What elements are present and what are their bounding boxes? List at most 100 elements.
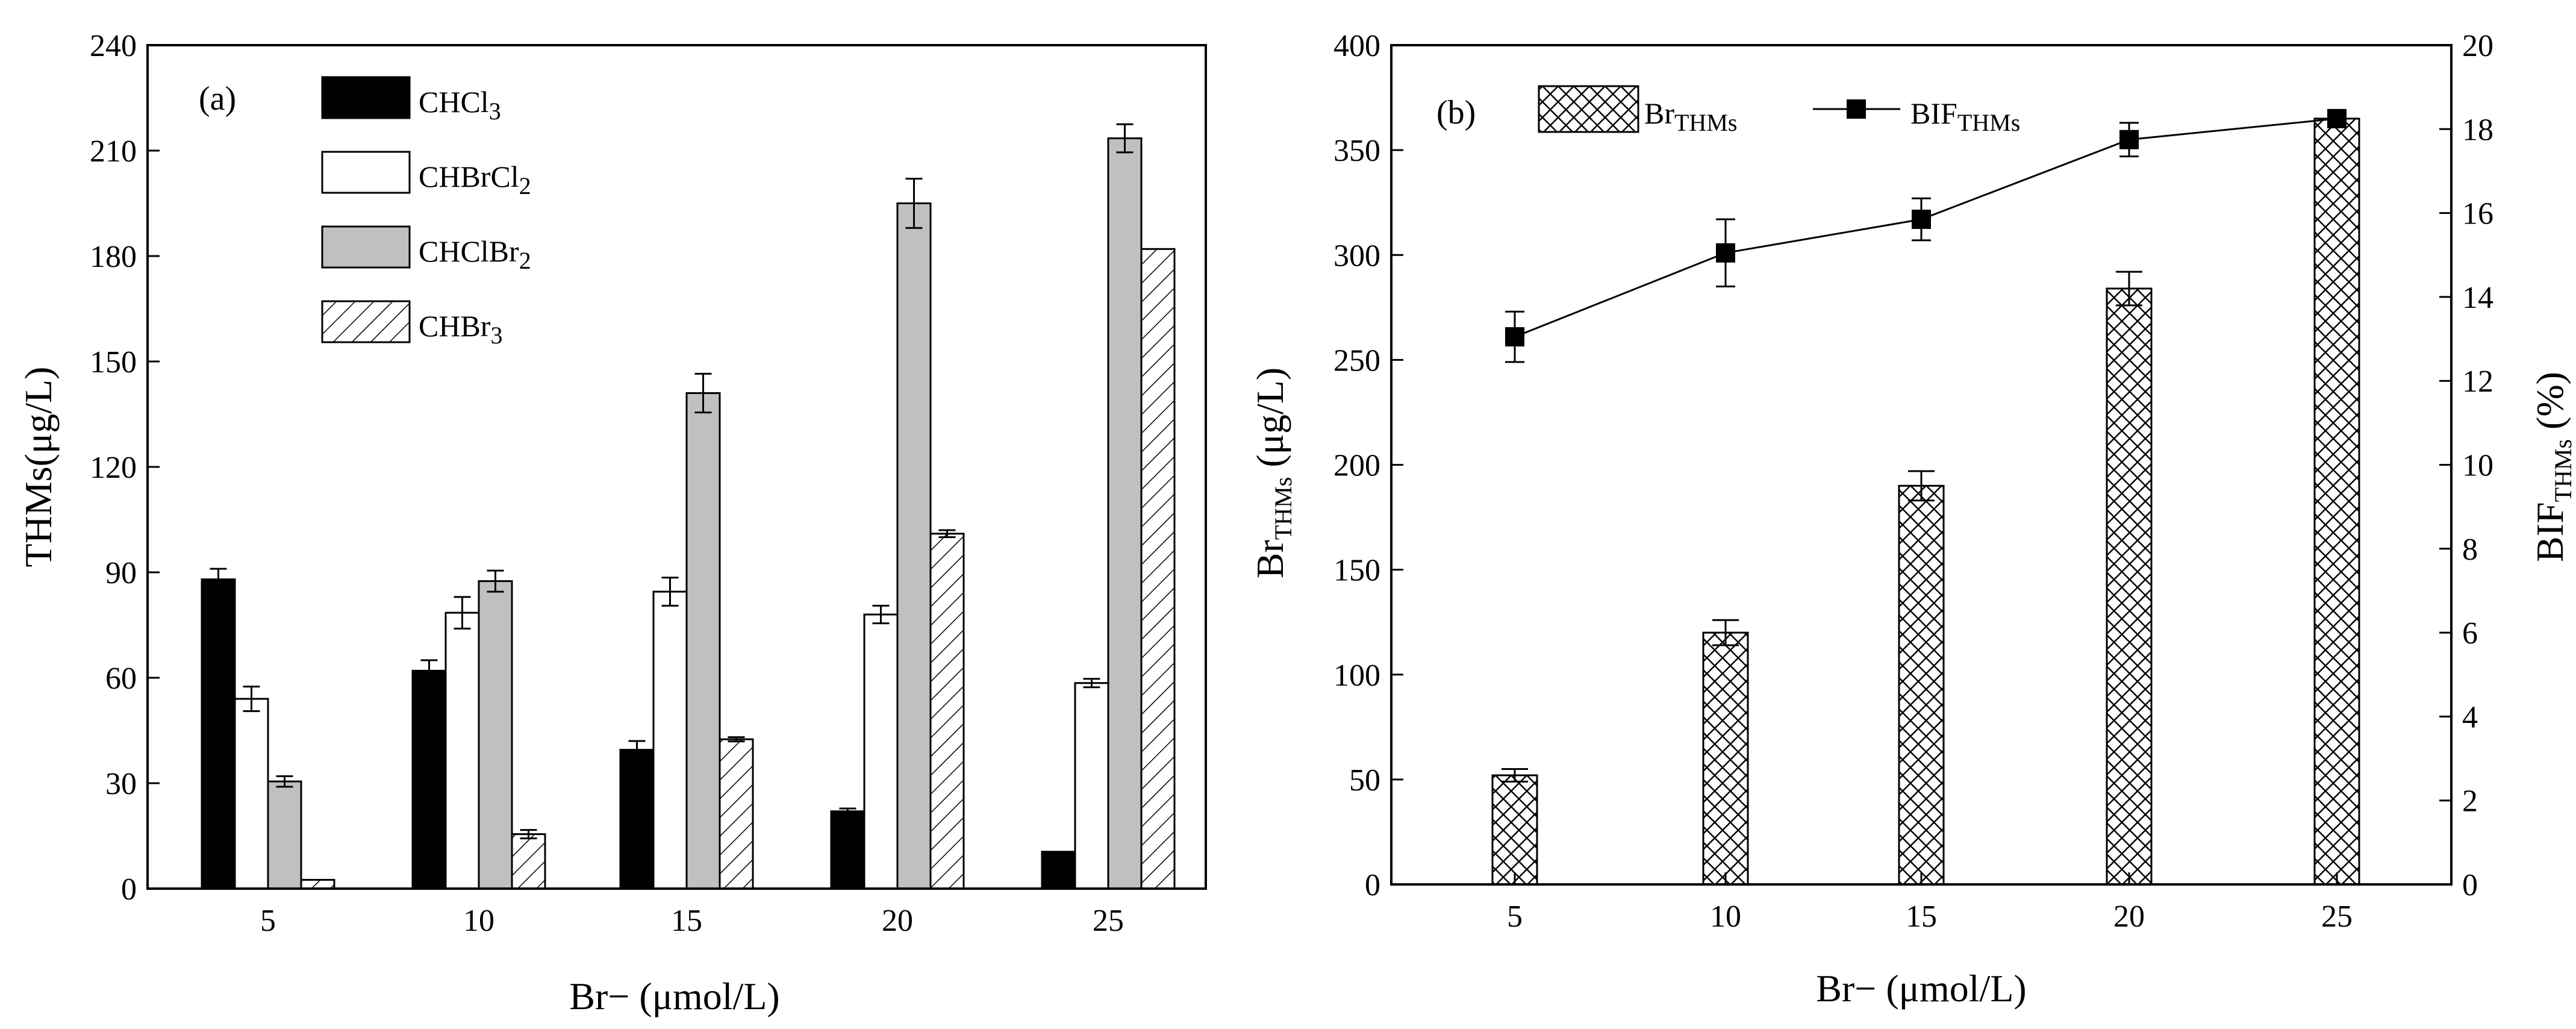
xtick-label-b-4: 25 xyxy=(2321,899,2353,934)
legend-a-label-3: CHBr3 xyxy=(419,309,502,349)
panel-a-label: (a) xyxy=(199,80,236,117)
bar-a-s2-c1 xyxy=(478,580,513,890)
ytick-label-a-0: 0 xyxy=(121,872,137,907)
xtick-label-b-2: 15 xyxy=(1906,899,1937,934)
bar-a-s2-c3 xyxy=(896,202,932,890)
bar-a-s1-c2 xyxy=(652,590,688,890)
ytick-label-b-left-2: 100 xyxy=(1333,658,1380,693)
ytick-label-b-right-8: 16 xyxy=(2462,197,2493,231)
ytick-label-b-right-1: 2 xyxy=(2462,784,2478,819)
bar-a-s1-c4 xyxy=(1074,682,1109,890)
bar-a-s3-c3 xyxy=(929,533,965,890)
legend-b-marker-sample xyxy=(1847,99,1866,119)
bar-a-s0-c3 xyxy=(830,810,865,890)
bar-b-1 xyxy=(1702,631,1749,886)
marker-b-4 xyxy=(2327,108,2347,128)
marker-b-3 xyxy=(2119,130,2139,149)
ytick-label-b-right-5: 10 xyxy=(2462,449,2493,483)
bar-b-2 xyxy=(1898,484,1945,886)
bar-a-s3-c1 xyxy=(511,833,546,890)
bar-a-s0-c0 xyxy=(201,578,236,890)
ytick-label-a-7: 210 xyxy=(90,134,137,169)
bar-b-4 xyxy=(2313,117,2360,886)
panel-b-left-axis: 0 50 100 150 200 250 300 350 400 xyxy=(1333,29,1403,902)
ytick-label-b-left-1: 50 xyxy=(1349,763,1380,798)
ytick-label-b-right-9: 18 xyxy=(2462,113,2493,147)
chart-panel-a: 0 30 60 90 120 150 180 210 240 5 10 15 20 25 (a) CHC… xyxy=(17,29,1207,1018)
xtick-label-a-4: 25 xyxy=(1093,904,1124,938)
xtick-label-a-2: 15 xyxy=(671,904,702,938)
legend-b-label-bars: BrTHMs xyxy=(1644,96,1737,136)
bar-a-s3-c2 xyxy=(719,738,754,890)
panel-b-line-series xyxy=(1505,108,2347,363)
legend-a-label-2: CHClBr2 xyxy=(419,234,531,274)
legend-a-swatch-2 xyxy=(321,225,411,269)
ytick-label-b-right-3: 6 xyxy=(2462,616,2478,651)
panel-b-legend: BrTHMs BIFTHMs xyxy=(1538,85,2020,136)
panel-a-legend: CHCl3 CHBrCl2 CHClBr2 CHBr3 xyxy=(321,76,531,349)
bar-a-s2-c4 xyxy=(1107,137,1143,890)
ytick-label-a-4: 120 xyxy=(90,451,137,485)
xtick-label-a-0: 5 xyxy=(260,904,276,938)
ytick-label-b-right-0: 0 xyxy=(2462,868,2478,902)
marker-b-1 xyxy=(1716,243,1735,263)
ytick-label-a-2: 60 xyxy=(105,661,137,696)
legend-b-swatch-bars xyxy=(1538,85,1639,133)
bar-a-s2-c2 xyxy=(685,392,721,890)
marker-b-2 xyxy=(1912,210,1931,230)
legend-a-label-1: CHBrCl2 xyxy=(419,160,531,199)
legend-a-swatch-1 xyxy=(321,151,411,194)
panel-a-y-axis: 0 30 60 90 120 150 180 210 240 xyxy=(90,29,160,907)
panel-b-y-label-right: BIFTHMs (%) xyxy=(2528,372,2576,562)
panel-b-x-label: Br− (μmol/L) xyxy=(1816,967,2026,1010)
ytick-label-b-left-8: 400 xyxy=(1333,29,1380,63)
ytick-label-b-left-5: 250 xyxy=(1333,343,1380,378)
panel-a-x-axis: 5 10 15 20 25 xyxy=(260,877,1124,938)
bar-a-s0-c2 xyxy=(619,749,655,890)
bar-a-s0-c4 xyxy=(1041,851,1076,890)
panel-b-bars xyxy=(1491,117,2360,886)
xtick-label-b-0: 5 xyxy=(1507,899,1523,934)
ytick-label-b-right-4: 8 xyxy=(2462,533,2478,567)
ytick-label-a-8: 240 xyxy=(90,29,137,63)
panel-b-x-axis: 5 10 15 20 25 xyxy=(1507,872,2353,934)
panel-b-label: (b) xyxy=(1436,94,1476,131)
xtick-label-b-3: 20 xyxy=(2113,899,2145,934)
panel-b-right-axis: 0 2 4 6 8 10 12 14 16 18 20 xyxy=(2439,29,2493,902)
chart-panel-b: 0 50 100 150 200 250 300 350 400 0 2 4 6 8 10 12 14 16 18… xyxy=(1249,29,2576,1010)
ytick-label-a-3: 90 xyxy=(105,556,137,590)
bar-a-s3-c4 xyxy=(1140,248,1176,890)
bar-b-0 xyxy=(1491,774,1538,886)
ytick-label-a-6: 180 xyxy=(90,240,137,274)
legend-b-label-line: BIFTHMs xyxy=(1910,96,2020,136)
bar-a-s1-c1 xyxy=(444,611,480,890)
legend-a-swatch-0 xyxy=(321,76,411,119)
ytick-label-a-1: 30 xyxy=(105,767,137,801)
xtick-label-a-1: 10 xyxy=(463,904,494,938)
ytick-label-b-left-4: 200 xyxy=(1333,449,1380,483)
panel-a-y-label: THMs(μg/L) xyxy=(17,367,60,568)
xtick-label-a-3: 20 xyxy=(882,904,913,938)
bar-a-s1-c0 xyxy=(234,698,269,890)
panel-b-y-label-left: BrTHMs (μg/L) xyxy=(1249,367,1297,578)
xtick-label-b-1: 10 xyxy=(1710,899,1741,934)
bar-a-s2-c0 xyxy=(267,780,302,890)
bar-a-s1-c3 xyxy=(863,613,899,890)
panel-a-x-label: Br− (μmol/L) xyxy=(569,975,779,1018)
ytick-label-b-right-6: 12 xyxy=(2462,364,2493,399)
ytick-label-b-right-7: 14 xyxy=(2462,281,2493,315)
bar-b-3 xyxy=(2106,287,2153,886)
panel-a-error-bars xyxy=(210,123,1134,840)
marker-b-0 xyxy=(1505,327,1524,347)
ytick-label-b-left-0: 0 xyxy=(1365,868,1380,902)
ytick-label-b-right-10: 20 xyxy=(2462,29,2493,63)
ytick-label-a-5: 150 xyxy=(90,345,137,380)
bar-a-s0-c1 xyxy=(411,669,447,890)
ytick-label-b-left-3: 150 xyxy=(1333,554,1380,588)
ytick-label-b-left-7: 350 xyxy=(1333,134,1380,168)
ytick-label-b-right-2: 4 xyxy=(2462,700,2478,734)
ytick-label-b-left-6: 300 xyxy=(1333,239,1380,273)
legend-a-swatch-3 xyxy=(321,300,411,343)
legend-a-label-0: CHCl3 xyxy=(419,85,501,125)
